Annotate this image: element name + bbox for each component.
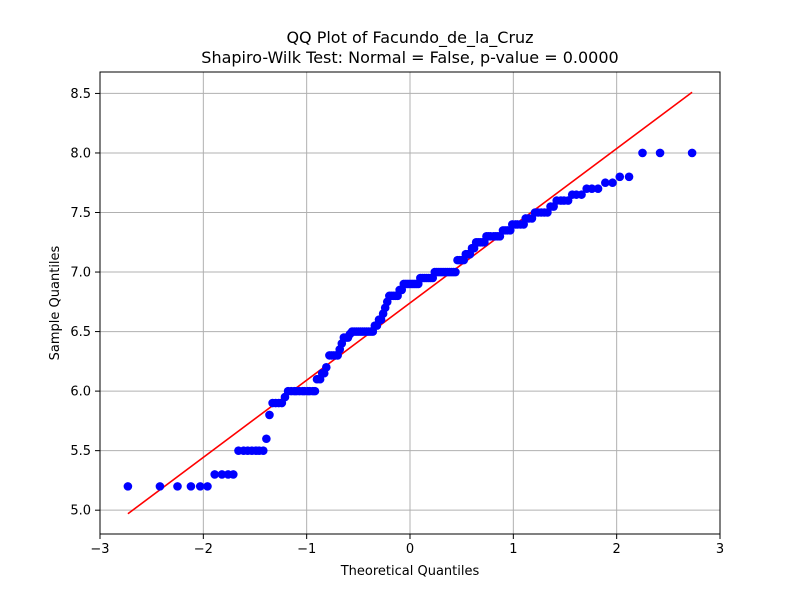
- y-tick-label: 8.5: [70, 87, 91, 102]
- data-point: [687, 148, 697, 158]
- data-points: [123, 148, 697, 491]
- data-point: [593, 184, 603, 193]
- y-axis-ticks: 5.0 5.5 6.0 6.5 7.0 7.5 8.0 8.5: [70, 87, 100, 519]
- data-point: [229, 470, 238, 479]
- x-axis-ticks: −3 −2 −1 0 1 2 3: [90, 534, 724, 557]
- x-tick-label: 0: [406, 542, 414, 557]
- y-tick-label: 8.0: [70, 146, 91, 161]
- y-tick-label: 5.5: [70, 444, 91, 459]
- data-point: [195, 482, 205, 491]
- data-point: [577, 190, 586, 199]
- x-tick-label: −2: [194, 542, 213, 557]
- grid-lines: [99, 72, 721, 534]
- y-tick-label: 7.0: [70, 266, 91, 281]
- data-point: [655, 148, 665, 158]
- x-axis-label: Theoretical Quantiles: [340, 564, 480, 579]
- data-point: [123, 482, 133, 491]
- x-tick-label: −1: [297, 542, 316, 557]
- data-point: [322, 362, 331, 372]
- data-point: [310, 386, 320, 396]
- data-point: [601, 178, 610, 188]
- data-point: [210, 470, 219, 479]
- y-tick-label: 5.0: [70, 504, 91, 519]
- reference-line-group: [127, 91, 693, 515]
- data-point: [451, 267, 460, 277]
- data-point: [624, 172, 634, 182]
- y-tick-label: 6.0: [70, 385, 91, 400]
- data-point: [258, 446, 268, 455]
- reference-line: [127, 91, 693, 515]
- y-tick-label: 7.5: [70, 206, 91, 221]
- data-point: [265, 410, 274, 420]
- x-tick-label: 2: [613, 542, 621, 557]
- chart-title: QQ Plot of Facundo_de_la_Cruz: [286, 28, 533, 48]
- x-tick-label: 1: [509, 542, 517, 557]
- y-axis-label: Sample Quantiles: [48, 245, 63, 360]
- data-point: [608, 178, 617, 188]
- data-point: [615, 172, 625, 182]
- data-point: [186, 482, 196, 491]
- data-point: [638, 148, 647, 158]
- x-tick-label: 3: [716, 542, 724, 557]
- y-tick-label: 6.5: [70, 325, 91, 340]
- data-point: [155, 482, 165, 491]
- chart-subtitle: Shapiro-Wilk Test: Normal = False, p-val…: [201, 48, 618, 67]
- data-point: [173, 482, 182, 491]
- data-point: [203, 482, 212, 491]
- data-point: [262, 434, 271, 444]
- x-tick-label: −3: [90, 542, 109, 557]
- data-point: [587, 184, 597, 193]
- data-point: [217, 470, 227, 479]
